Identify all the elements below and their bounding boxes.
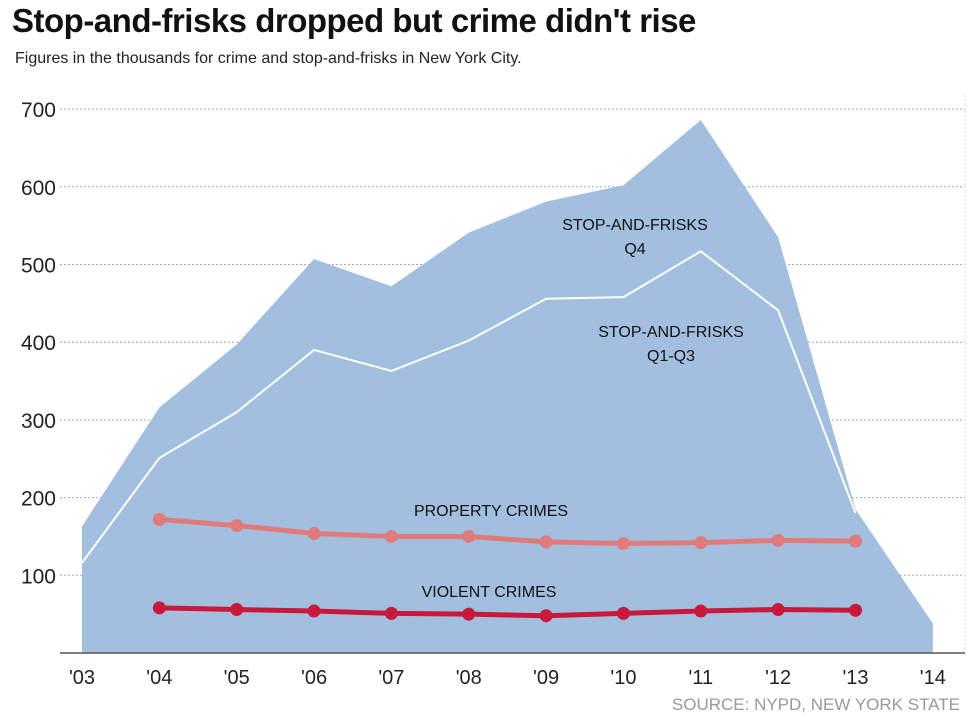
violent-crimes-point: [849, 603, 862, 617]
x-tick-label: '11: [689, 667, 714, 689]
violent-crimes-point: [462, 607, 476, 621]
x-tick-label: '12: [765, 667, 791, 689]
violent-crimes-point: [230, 602, 244, 616]
x-tick-label: '10: [610, 667, 636, 689]
property-crimes-point: [384, 529, 398, 543]
label-stop-and-frisks-q4: Q4: [624, 241, 645, 258]
y-tick-label: 700: [21, 99, 56, 122]
x-tick-label: '06: [301, 667, 327, 689]
y-tick-label: 600: [21, 177, 56, 200]
property-crimes-point: [849, 534, 862, 548]
violent-crimes-point: [771, 602, 785, 616]
property-crimes-point: [694, 536, 708, 550]
label-stop-and-frisks-q1-q3: Q1-Q3: [647, 348, 695, 365]
chart-title: Stop-and-frisks dropped but crime didn't…: [12, 2, 696, 39]
source-note: SOURCE: NYPD, NEW YORK STATE: [671, 695, 960, 714]
stop-and-frisks-q1-q3-line: [81, 250, 857, 564]
label-stop-and-frisks-q1-q3: STOP-AND-FRISKS: [598, 324, 744, 341]
violent-crimes-point: [384, 606, 398, 620]
violent-crimes-point: [616, 606, 630, 620]
violent-crimes-point: [152, 601, 166, 615]
property-crimes-line: [159, 516, 856, 546]
violent-crimes-point: [539, 609, 553, 623]
x-tick-label: '14: [920, 667, 946, 689]
x-tick-label: '13: [842, 667, 868, 689]
x-tick-label: '09: [533, 667, 559, 689]
y-tick-label: 200: [21, 488, 56, 511]
y-tick-label: 300: [21, 410, 56, 433]
property-crimes-point: [152, 512, 166, 526]
property-crimes-point: [771, 533, 785, 547]
y-tick-label: 400: [21, 332, 56, 355]
label-stop-and-frisks-q4: STOP-AND-FRISKS: [562, 217, 708, 234]
violent-crimes-line: [159, 605, 856, 619]
x-tick-label: '07: [378, 667, 404, 689]
violent-crimes-point: [694, 604, 708, 618]
chart-subtitle: Figures in the thousands for crime and s…: [15, 50, 522, 67]
property-crimes-point: [616, 536, 630, 550]
property-crimes-point: [230, 519, 244, 533]
y-tick-label: 100: [21, 565, 56, 588]
x-tick-label: '04: [146, 667, 172, 689]
violent-crimes-point: [307, 604, 321, 618]
x-tick-label: '05: [224, 667, 250, 689]
property-crimes-point: [307, 526, 321, 540]
x-tick-label: '08: [456, 667, 482, 689]
area-stop-and-frisks-q4: [82, 119, 933, 653]
y-tick-label: 500: [21, 255, 56, 278]
property-crimes-point: [539, 535, 553, 549]
x-tick-label: '03: [69, 667, 95, 689]
label-violent-crimes: VIOLENT CRIMES: [422, 584, 557, 601]
property-crimes-point: [462, 529, 476, 543]
label-property-crimes: PROPERTY CRIMES: [414, 503, 568, 520]
